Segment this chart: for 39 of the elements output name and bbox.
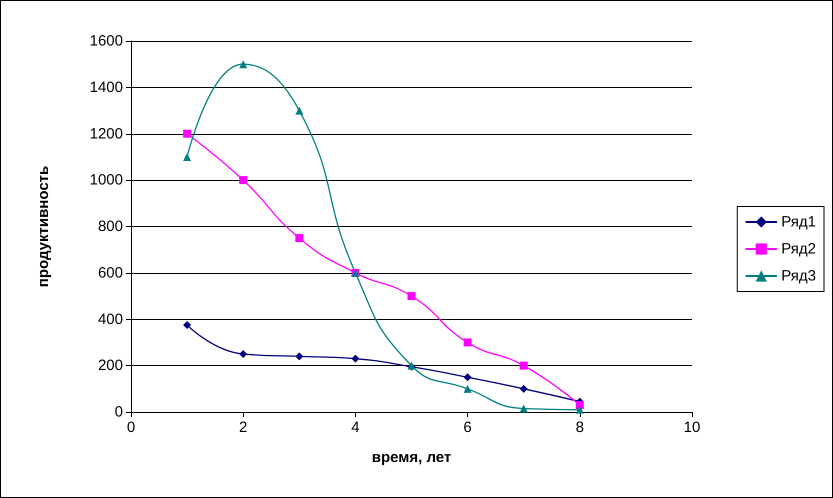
- x-tick-label: 4: [351, 419, 360, 436]
- point: [183, 130, 192, 138]
- x-tick-label: 0: [126, 419, 136, 436]
- point: [464, 384, 472, 393]
- point: [464, 338, 472, 346]
- y-tick-label: 0: [114, 404, 123, 420]
- legend-label: Ряд2: [781, 240, 816, 258]
- legend-label: Ряд1: [781, 214, 816, 230]
- y-tick-label: 400: [98, 310, 123, 328]
- x-tick-label: 2: [239, 419, 248, 436]
- point: [408, 292, 416, 300]
- point: [183, 321, 192, 330]
- y-tick-label: 800: [98, 218, 123, 235]
- x-tick-label: 8: [576, 419, 584, 436]
- point: [520, 404, 528, 413]
- point: [464, 373, 472, 382]
- legend-label: Ряд3: [781, 268, 816, 284]
- point: [239, 176, 248, 184]
- y-tick-label: 1000: [90, 172, 123, 189]
- point: [576, 406, 584, 414]
- point: [239, 60, 248, 68]
- point: [295, 106, 304, 115]
- point: [239, 350, 248, 358]
- x-tick-label: 10: [684, 419, 700, 436]
- x-axis-title: время, лет: [372, 449, 452, 466]
- y-axis-title: продуктивность: [35, 166, 52, 288]
- point: [520, 362, 528, 370]
- y-tick-label: 600: [98, 264, 123, 282]
- point: [295, 352, 304, 360]
- y-tick-label: 1400: [90, 78, 123, 96]
- point: [520, 384, 528, 393]
- x-tick-label: 6: [463, 419, 472, 436]
- point: [295, 234, 304, 242]
- y-tick-label: 200: [98, 357, 123, 374]
- y-tick-label: 1200: [90, 125, 123, 142]
- y-tick-label: 1600: [90, 32, 123, 50]
- point: [576, 401, 584, 410]
- point: [351, 354, 360, 363]
- point: [183, 152, 192, 161]
